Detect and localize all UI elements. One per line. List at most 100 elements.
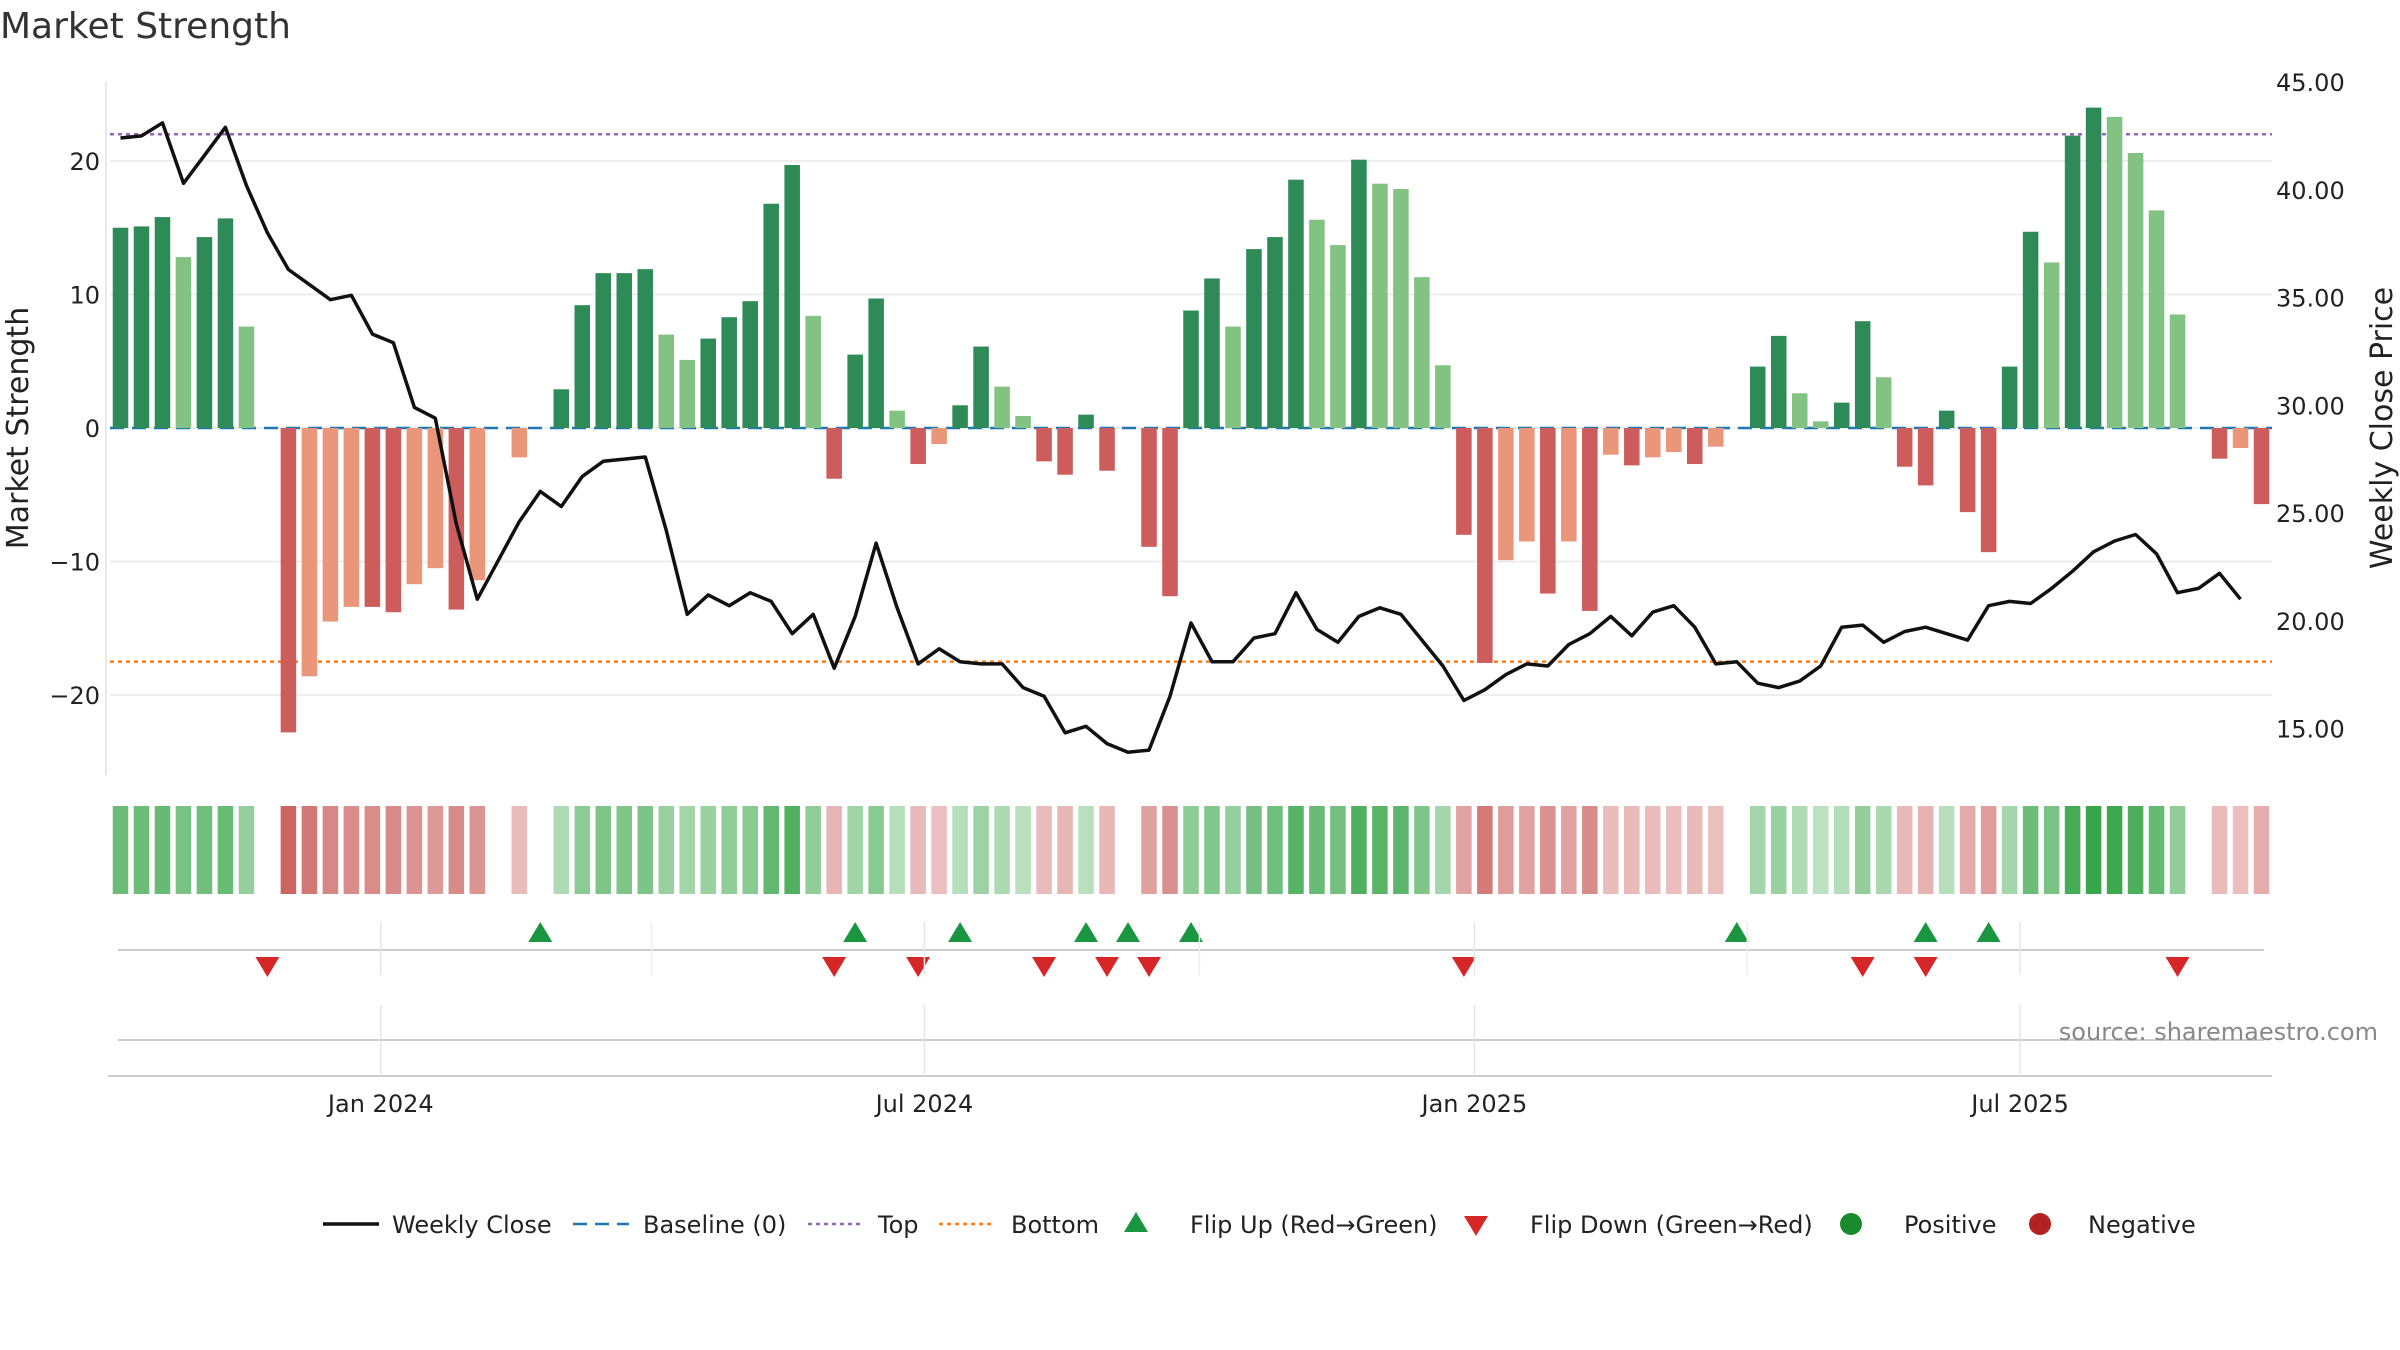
flip-up-marker (528, 922, 553, 942)
strength-strip-cell (280, 806, 297, 894)
strength-strip-cell (1351, 806, 1367, 894)
strength-strip-cell (973, 806, 989, 894)
strength-strip-cell (742, 806, 758, 894)
flip-up-marker (843, 922, 868, 942)
strength-strip-cell (1624, 806, 1640, 894)
strength-bar (1141, 428, 1157, 547)
strength-bar (322, 428, 339, 622)
strength-strip-cell (616, 806, 633, 894)
strength-bar (1917, 428, 1934, 486)
y-right-tick-label: 20.00 (2276, 608, 2345, 636)
strength-heat-strip (112, 806, 2270, 894)
flip-down-marker (2165, 957, 2190, 977)
flip-up-marker (1179, 922, 1203, 942)
strength-bar (1645, 428, 1661, 458)
strength-bar (1099, 428, 1115, 471)
legend-swatch-positive (1840, 1213, 1862, 1235)
strength-strip-cell (2169, 806, 2186, 894)
strength-bar (1603, 428, 1619, 455)
legend-label: Top (877, 1211, 919, 1239)
strength-bar (2253, 428, 2270, 505)
strength-strip-cell (196, 806, 213, 894)
strength-strip-cell (427, 806, 444, 894)
x-tick-label: Jan 2024 (326, 1090, 434, 1118)
strength-bar (1896, 428, 1913, 467)
strength-strip-cell (889, 806, 905, 894)
source-credit: source: sharemaestro.com (2059, 1018, 2378, 1046)
strength-strip-cell (1057, 806, 1073, 894)
x-tick-label: Jul 2024 (874, 1090, 974, 1118)
strength-bar (889, 410, 905, 428)
strength-strip-cell (1414, 806, 1430, 894)
y-left-tick-label: 0 (85, 415, 100, 443)
strength-strip-cell (1393, 806, 1409, 894)
strength-bar (2232, 428, 2249, 449)
strength-bar (553, 389, 570, 428)
strength-strip-cell (553, 806, 570, 894)
strength-bar (1288, 179, 1304, 428)
strength-bar (1791, 393, 1808, 428)
x-tick-label: Jul 2025 (1969, 1090, 2069, 1118)
strength-bar (952, 405, 968, 428)
strength-strip-cell (2106, 806, 2123, 894)
y-right-tick-label: 35.00 (2276, 285, 2345, 313)
strength-strip-cell (1498, 806, 1514, 894)
strength-strip-cell (1225, 806, 1241, 894)
strength-bar (112, 227, 129, 428)
strength-bar (511, 428, 528, 458)
strength-bar (1435, 365, 1451, 428)
strength-strip-cell (1330, 806, 1346, 894)
strength-strip-cell (1791, 806, 1808, 894)
flip-down-marker (255, 957, 280, 977)
strength-strip-cell (1288, 806, 1304, 894)
strength-strip-cell (2043, 806, 2060, 894)
y-right-tick-label: 45.00 (2276, 69, 2345, 97)
strength-strip-cell (1582, 806, 1598, 894)
strength-strip-cell (826, 806, 842, 894)
strength-strip-cell (2232, 806, 2249, 894)
strength-strip-cell (595, 806, 612, 894)
strength-strip-cell (805, 806, 821, 894)
strength-strip-cell (2253, 806, 2270, 894)
strength-bar (133, 226, 150, 428)
strength-bar (1959, 428, 1976, 513)
legend-label: Positive (1904, 1211, 1997, 1239)
strength-bars (112, 107, 2270, 733)
flip-down-marker (1137, 957, 1162, 977)
strength-strip-cell (385, 806, 402, 894)
strength-strip-cell (2022, 806, 2039, 894)
strength-strip-cell (637, 806, 654, 894)
strength-strip-cell (1309, 806, 1325, 894)
strength-strip-cell (784, 806, 800, 894)
y-right-tick-label: 30.00 (2276, 392, 2345, 420)
strength-strip-cell (175, 806, 192, 894)
flip-down-marker (1095, 957, 1120, 977)
strength-strip-cell (1938, 806, 1955, 894)
strength-bar (700, 338, 716, 428)
strength-strip-cell (847, 806, 863, 894)
legend-label: Baseline (0) (643, 1211, 786, 1239)
y-left-tick-label: 10 (69, 282, 100, 310)
strength-strip-cell (154, 806, 171, 894)
strength-strip-cell (1603, 806, 1619, 894)
strength-strip-cell (994, 806, 1010, 894)
strength-bar (1393, 189, 1409, 428)
flip-up-marker (1913, 922, 1938, 942)
strength-bar (385, 428, 402, 613)
strength-bar (238, 326, 255, 428)
legend-label: Weekly Close (392, 1211, 552, 1239)
strength-strip-cell (133, 806, 150, 894)
strength-strip-cell (2001, 806, 2018, 894)
strength-bar (1414, 277, 1430, 428)
strength-strip-cell (952, 806, 968, 894)
strength-bar (826, 428, 842, 479)
y-axis-left: 20 10 0 −10 −20 (49, 148, 100, 710)
flip-down-marker (1451, 957, 1476, 977)
strength-bar (1582, 428, 1598, 611)
strength-bar (574, 305, 591, 428)
strength-bar (595, 273, 612, 428)
strength-strip-cell (2064, 806, 2081, 894)
strength-bar (1938, 410, 1955, 428)
strength-bar (1540, 428, 1556, 594)
